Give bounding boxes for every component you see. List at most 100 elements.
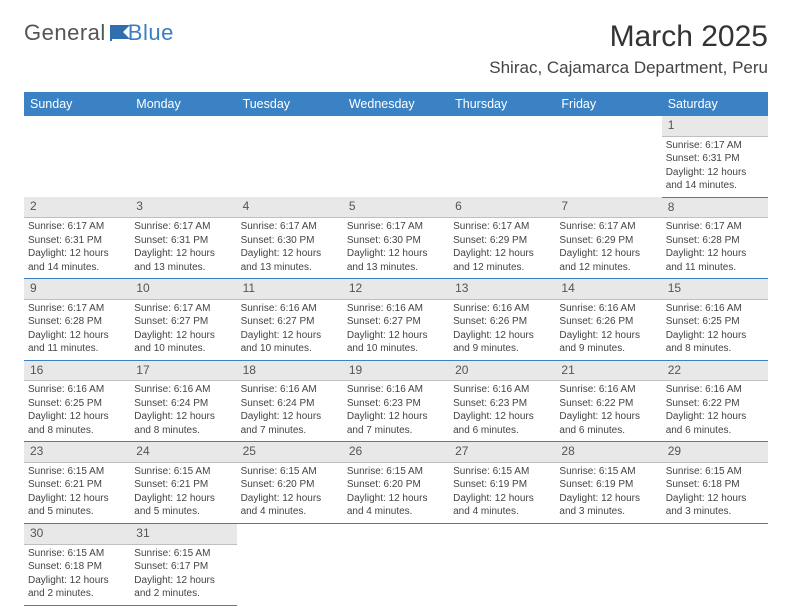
day-detail-cell: Sunrise: 6:15 AMSunset: 6:18 PMDaylight:… — [24, 544, 130, 605]
sunset-line: Sunset: 6:20 PM — [241, 478, 339, 492]
daylight-line: Daylight: 12 hours and 9 minutes. — [559, 329, 657, 356]
sunrise-line: Sunrise: 6:17 AM — [28, 220, 126, 234]
header: General Blue March 2025 Shirac, Cajamarc… — [24, 20, 768, 78]
day-number-cell: 4 — [237, 197, 343, 218]
sunrise-line: Sunrise: 6:16 AM — [453, 302, 551, 316]
sunrise-line: Sunrise: 6:16 AM — [666, 302, 764, 316]
day-number-row: 2345678 — [24, 197, 768, 218]
day-number-row: 9101112131415 — [24, 279, 768, 300]
sunset-line: Sunset: 6:29 PM — [559, 234, 657, 248]
daylight-line: Daylight: 12 hours and 10 minutes. — [241, 329, 339, 356]
day-detail-cell: Sunrise: 6:16 AMSunset: 6:27 PMDaylight:… — [343, 299, 449, 360]
sunrise-line: Sunrise: 6:16 AM — [453, 383, 551, 397]
day-number-cell: 22 — [662, 360, 768, 381]
day-number-cell: 9 — [24, 279, 130, 300]
sunset-line: Sunset: 6:24 PM — [134, 397, 232, 411]
sunrise-line: Sunrise: 6:17 AM — [666, 139, 764, 153]
day-detail-cell — [449, 136, 555, 197]
daylight-line: Daylight: 12 hours and 12 minutes. — [453, 247, 551, 274]
day-detail-cell: Sunrise: 6:16 AMSunset: 6:25 PMDaylight:… — [662, 299, 768, 360]
title-block: March 2025 Shirac, Cajamarca Department,… — [489, 20, 768, 78]
day-detail-row: Sunrise: 6:17 AMSunset: 6:31 PMDaylight:… — [24, 218, 768, 279]
daylight-line: Daylight: 12 hours and 10 minutes. — [347, 329, 445, 356]
sunrise-line: Sunrise: 6:17 AM — [134, 220, 232, 234]
sunrise-line: Sunrise: 6:16 AM — [559, 383, 657, 397]
day-number-cell: 14 — [555, 279, 661, 300]
day-detail-cell: Sunrise: 6:17 AMSunset: 6:28 PMDaylight:… — [662, 218, 768, 279]
sunset-line: Sunset: 6:30 PM — [241, 234, 339, 248]
day-number-cell — [24, 116, 130, 136]
daylight-line: Daylight: 12 hours and 3 minutes. — [666, 492, 764, 519]
day-detail-cell: Sunrise: 6:17 AMSunset: 6:31 PMDaylight:… — [130, 218, 236, 279]
day-number-row: 1 — [24, 116, 768, 136]
day-number-cell: 3 — [130, 197, 236, 218]
daylight-line: Daylight: 12 hours and 5 minutes. — [28, 492, 126, 519]
sunrise-line: Sunrise: 6:16 AM — [134, 383, 232, 397]
day-detail-cell: Sunrise: 6:16 AMSunset: 6:22 PMDaylight:… — [555, 381, 661, 442]
dow-header: Monday — [130, 92, 236, 116]
day-detail-cell: Sunrise: 6:16 AMSunset: 6:27 PMDaylight:… — [237, 299, 343, 360]
sunrise-line: Sunrise: 6:17 AM — [559, 220, 657, 234]
daylight-line: Daylight: 12 hours and 6 minutes. — [453, 410, 551, 437]
day-detail-cell: Sunrise: 6:16 AMSunset: 6:26 PMDaylight:… — [555, 299, 661, 360]
daylight-line: Daylight: 12 hours and 8 minutes. — [666, 329, 764, 356]
sunrise-line: Sunrise: 6:16 AM — [666, 383, 764, 397]
day-detail-cell: Sunrise: 6:16 AMSunset: 6:24 PMDaylight:… — [130, 381, 236, 442]
day-number-cell: 31 — [130, 523, 236, 544]
day-detail-cell: Sunrise: 6:16 AMSunset: 6:25 PMDaylight:… — [24, 381, 130, 442]
sunset-line: Sunset: 6:19 PM — [453, 478, 551, 492]
daylight-line: Daylight: 12 hours and 6 minutes. — [666, 410, 764, 437]
sunrise-line: Sunrise: 6:15 AM — [28, 547, 126, 561]
dow-header: Friday — [555, 92, 661, 116]
day-number-cell: 25 — [237, 442, 343, 463]
day-number-cell: 5 — [343, 197, 449, 218]
day-detail-cell — [449, 544, 555, 605]
sunrise-line: Sunrise: 6:15 AM — [134, 547, 232, 561]
sunset-line: Sunset: 6:29 PM — [453, 234, 551, 248]
day-of-week-row: SundayMondayTuesdayWednesdayThursdayFrid… — [24, 92, 768, 116]
day-detail-cell: Sunrise: 6:15 AMSunset: 6:17 PMDaylight:… — [130, 544, 236, 605]
sunrise-line: Sunrise: 6:15 AM — [559, 465, 657, 479]
day-detail-cell: Sunrise: 6:17 AMSunset: 6:29 PMDaylight:… — [555, 218, 661, 279]
logo: General Blue — [24, 20, 174, 46]
day-number-cell: 16 — [24, 360, 130, 381]
daylight-line: Daylight: 12 hours and 14 minutes. — [666, 166, 764, 193]
sunrise-line: Sunrise: 6:17 AM — [666, 220, 764, 234]
day-detail-cell: Sunrise: 6:17 AMSunset: 6:29 PMDaylight:… — [449, 218, 555, 279]
day-number-cell: 21 — [555, 360, 661, 381]
daylight-line: Daylight: 12 hours and 12 minutes. — [559, 247, 657, 274]
day-number-cell: 10 — [130, 279, 236, 300]
day-detail-row: Sunrise: 6:16 AMSunset: 6:25 PMDaylight:… — [24, 381, 768, 442]
calendar-table: SundayMondayTuesdayWednesdayThursdayFrid… — [24, 92, 768, 606]
daylight-line: Daylight: 12 hours and 2 minutes. — [134, 574, 232, 601]
daylight-line: Daylight: 12 hours and 8 minutes. — [134, 410, 232, 437]
day-number-cell — [343, 523, 449, 544]
sunrise-line: Sunrise: 6:16 AM — [241, 302, 339, 316]
day-detail-cell — [555, 136, 661, 197]
sunrise-line: Sunrise: 6:15 AM — [666, 465, 764, 479]
sunset-line: Sunset: 6:27 PM — [134, 315, 232, 329]
day-detail-cell: Sunrise: 6:16 AMSunset: 6:23 PMDaylight:… — [449, 381, 555, 442]
day-number-cell: 18 — [237, 360, 343, 381]
sunrise-line: Sunrise: 6:16 AM — [241, 383, 339, 397]
sunrise-line: Sunrise: 6:15 AM — [28, 465, 126, 479]
sunset-line: Sunset: 6:26 PM — [453, 315, 551, 329]
day-number-cell: 12 — [343, 279, 449, 300]
day-detail-cell — [343, 544, 449, 605]
day-number-cell: 15 — [662, 279, 768, 300]
sunset-line: Sunset: 6:17 PM — [134, 560, 232, 574]
day-number-row: 3031 — [24, 523, 768, 544]
day-detail-cell: Sunrise: 6:16 AMSunset: 6:22 PMDaylight:… — [662, 381, 768, 442]
day-number-cell: 27 — [449, 442, 555, 463]
day-detail-row: Sunrise: 6:15 AMSunset: 6:18 PMDaylight:… — [24, 544, 768, 605]
day-number-cell — [237, 523, 343, 544]
sunrise-line: Sunrise: 6:16 AM — [28, 383, 126, 397]
day-detail-cell — [343, 136, 449, 197]
sunset-line: Sunset: 6:27 PM — [347, 315, 445, 329]
day-number-cell — [662, 523, 768, 544]
day-detail-cell: Sunrise: 6:15 AMSunset: 6:21 PMDaylight:… — [24, 462, 130, 523]
daylight-line: Daylight: 12 hours and 7 minutes. — [347, 410, 445, 437]
daylight-line: Daylight: 12 hours and 3 minutes. — [559, 492, 657, 519]
sunrise-line: Sunrise: 6:15 AM — [134, 465, 232, 479]
day-detail-cell: Sunrise: 6:16 AMSunset: 6:24 PMDaylight:… — [237, 381, 343, 442]
